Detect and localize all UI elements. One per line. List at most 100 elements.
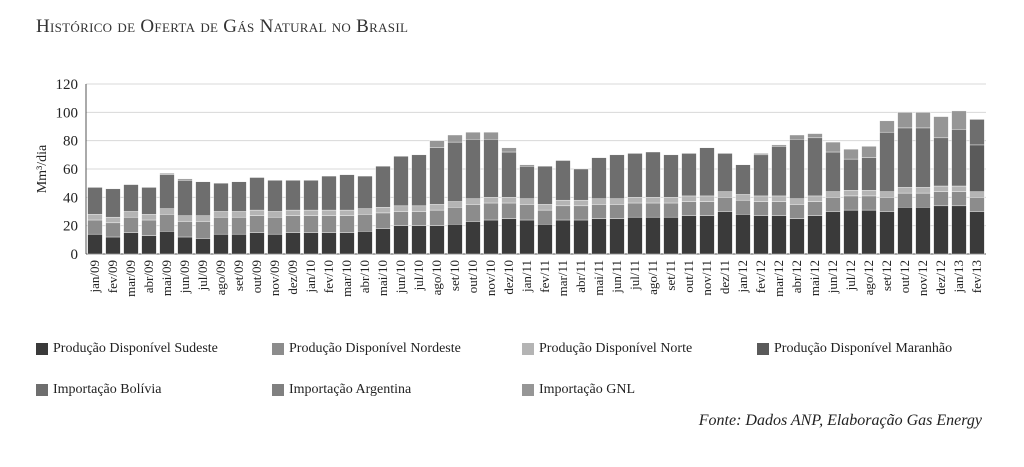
bar-segment bbox=[681, 195, 697, 202]
bar-segment bbox=[465, 221, 481, 255]
bar-segment bbox=[429, 204, 445, 211]
bar-segment bbox=[285, 209, 301, 216]
bar-segment bbox=[555, 160, 571, 201]
bar-segment bbox=[537, 209, 553, 225]
bar-segment bbox=[753, 215, 769, 255]
bar-segment bbox=[465, 139, 481, 199]
bar-segment bbox=[555, 219, 571, 255]
bar-segment bbox=[213, 182, 229, 212]
x-tick-label: jan/09 bbox=[87, 260, 102, 294]
bar-segment bbox=[321, 175, 337, 211]
x-tick-label: dez/09 bbox=[285, 260, 300, 295]
bar-segment bbox=[105, 216, 121, 224]
chart-source: Fonte: Dados ANP, Elaboração Gas Energy bbox=[698, 412, 982, 429]
bar-segment bbox=[789, 218, 805, 255]
y-tick-label: 80 bbox=[63, 134, 78, 150]
bar-segment bbox=[825, 191, 841, 198]
x-tick-label: dez/10 bbox=[501, 260, 516, 295]
bar-segment bbox=[249, 232, 265, 255]
bar-segment bbox=[375, 228, 391, 255]
bar-segment bbox=[933, 137, 949, 187]
bar-segment bbox=[321, 232, 337, 255]
bar-segment bbox=[861, 146, 877, 158]
bar-segment bbox=[555, 199, 571, 207]
bar-segment bbox=[915, 127, 931, 188]
bar-segment bbox=[141, 187, 157, 215]
bar-segment bbox=[969, 191, 985, 198]
x-tick-label: abr/11 bbox=[573, 260, 588, 293]
bar-segment bbox=[159, 173, 175, 175]
bar-segment bbox=[717, 191, 733, 198]
bar-segment bbox=[447, 134, 463, 143]
bar-segment bbox=[159, 214, 175, 232]
bar-segment bbox=[663, 154, 679, 198]
bar-segment bbox=[933, 205, 949, 255]
bar-segment bbox=[393, 205, 409, 212]
x-tick-label: fev/09 bbox=[105, 260, 120, 293]
bar-segment bbox=[303, 232, 319, 255]
bar-segment bbox=[573, 168, 589, 201]
bar-segment bbox=[843, 195, 859, 211]
x-tick-label: fev/10 bbox=[321, 260, 336, 293]
legend-item-sudeste: Produção Disponível Sudeste bbox=[36, 341, 218, 357]
x-tick-label: dez/12 bbox=[933, 260, 948, 295]
x-tick-label: jul/10 bbox=[411, 260, 426, 291]
bar-segment bbox=[753, 154, 769, 197]
bar-segment bbox=[843, 148, 859, 160]
bar-segment bbox=[897, 112, 913, 129]
bar-segment bbox=[357, 214, 373, 232]
bar-segment bbox=[285, 180, 301, 211]
bar-segment bbox=[123, 216, 139, 233]
x-tick-label: dez/11 bbox=[717, 260, 732, 294]
bar-segment bbox=[177, 236, 193, 255]
bar-segment bbox=[699, 201, 715, 216]
bar-segment bbox=[249, 209, 265, 216]
bar-segment bbox=[789, 134, 805, 140]
chart-title: Histórico de Oferta de Gás Natural no Br… bbox=[36, 16, 409, 37]
legend-swatch bbox=[522, 384, 534, 396]
bar-segment bbox=[771, 144, 787, 147]
bar-segment bbox=[123, 232, 139, 255]
legend-swatch bbox=[522, 343, 534, 355]
x-tick-label: jul/09 bbox=[195, 260, 210, 291]
bar-segment bbox=[429, 225, 445, 255]
x-tick-label: jan/13 bbox=[951, 260, 966, 294]
legend-item-norte: Produção Disponível Norte bbox=[522, 341, 692, 357]
bar-segment bbox=[789, 139, 805, 199]
x-tick-label: set/12 bbox=[879, 260, 894, 291]
bar-segment bbox=[357, 208, 373, 215]
x-tick-label: ago/12 bbox=[861, 260, 876, 295]
bar-segment bbox=[177, 221, 193, 238]
bar-segment bbox=[447, 207, 463, 225]
bar-segment bbox=[339, 215, 355, 233]
bar-segment bbox=[87, 187, 103, 215]
bar-segment bbox=[825, 211, 841, 255]
bar-segment bbox=[411, 154, 427, 207]
bar-segment bbox=[267, 180, 283, 212]
x-tick-label: abr/12 bbox=[789, 260, 804, 293]
bar-segment bbox=[591, 218, 607, 255]
x-tick-label: abr/10 bbox=[357, 260, 372, 293]
x-tick-label: nov/11 bbox=[699, 260, 714, 296]
bar-segment bbox=[807, 195, 823, 202]
bar-segment bbox=[663, 202, 679, 218]
bar-segment bbox=[735, 214, 751, 255]
bar-segment bbox=[231, 181, 247, 212]
bar-segment bbox=[123, 184, 139, 212]
bar-segment bbox=[825, 197, 841, 212]
x-tick-label: out/11 bbox=[681, 260, 696, 293]
bar-segment bbox=[537, 224, 553, 255]
bar-segment bbox=[87, 219, 103, 235]
bar-segment bbox=[609, 198, 625, 205]
legend-item-maranhao: Produção Disponível Maranhão bbox=[757, 341, 952, 357]
bar-segment bbox=[339, 174, 355, 211]
bar-segment bbox=[663, 216, 679, 255]
bar-segment bbox=[933, 185, 949, 192]
bar-segment bbox=[465, 198, 481, 205]
bar-segment bbox=[969, 211, 985, 255]
bar-segment bbox=[681, 153, 697, 197]
bar-segment bbox=[231, 216, 247, 235]
x-tick-label: mai/10 bbox=[375, 260, 390, 296]
bar-segment bbox=[879, 191, 895, 198]
bar-segment bbox=[717, 211, 733, 255]
